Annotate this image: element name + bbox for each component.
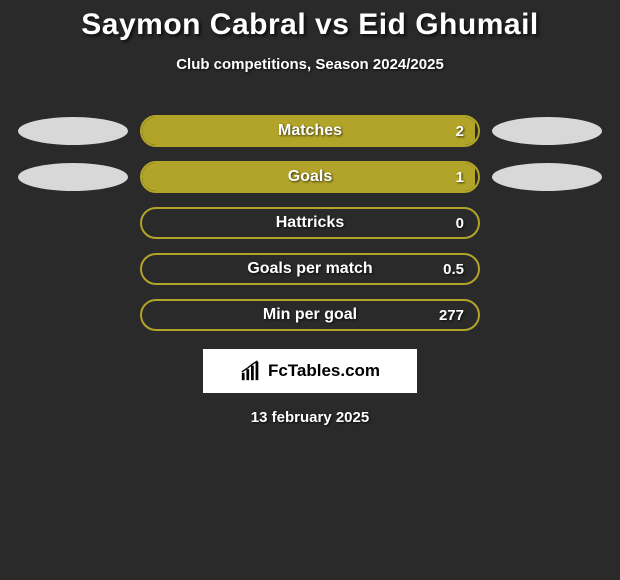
marker-spacer bbox=[492, 209, 602, 237]
page-title: Saymon Cabral vs Eid Ghumail bbox=[0, 8, 620, 42]
stat-label: Goals bbox=[142, 163, 478, 191]
date-text: 13 february 2025 bbox=[0, 409, 620, 426]
player1-marker bbox=[18, 117, 128, 145]
stat-value: 0 bbox=[456, 209, 464, 237]
comparison-infographic: Saymon Cabral vs Eid Ghumail Club compet… bbox=[0, 0, 620, 426]
stat-row: Goals1 bbox=[0, 161, 620, 193]
stat-value: 277 bbox=[439, 301, 464, 329]
stat-row: Min per goal277 bbox=[0, 299, 620, 331]
marker-spacer bbox=[18, 255, 128, 283]
stat-label: Min per goal bbox=[142, 301, 478, 329]
player2-marker bbox=[492, 117, 602, 145]
marker-spacer bbox=[492, 255, 602, 283]
branding-box: FcTables.com bbox=[203, 349, 417, 393]
stat-row: Matches2 bbox=[0, 115, 620, 147]
marker-spacer bbox=[18, 301, 128, 329]
stat-label: Hattricks bbox=[142, 209, 478, 237]
stat-row: Goals per match0.5 bbox=[0, 253, 620, 285]
player1-marker bbox=[18, 163, 128, 191]
stat-bar: Min per goal277 bbox=[140, 299, 480, 331]
player2-marker bbox=[492, 163, 602, 191]
stat-bar: Matches2 bbox=[140, 115, 480, 147]
stat-label: Matches bbox=[142, 117, 478, 145]
stat-bar: Hattricks0 bbox=[140, 207, 480, 239]
stat-bar: Goals1 bbox=[140, 161, 480, 193]
stats-rows: Matches2Goals1Hattricks0Goals per match0… bbox=[0, 115, 620, 331]
branding-text: FcTables.com bbox=[268, 361, 380, 381]
chart-icon bbox=[240, 360, 262, 382]
stat-bar: Goals per match0.5 bbox=[140, 253, 480, 285]
stat-row: Hattricks0 bbox=[0, 207, 620, 239]
marker-spacer bbox=[492, 301, 602, 329]
marker-spacer bbox=[18, 209, 128, 237]
stat-value: 2 bbox=[456, 117, 464, 145]
stat-label: Goals per match bbox=[142, 255, 478, 283]
stat-value: 0.5 bbox=[443, 255, 464, 283]
stat-value: 1 bbox=[456, 163, 464, 191]
subtitle: Club competitions, Season 2024/2025 bbox=[0, 56, 620, 73]
